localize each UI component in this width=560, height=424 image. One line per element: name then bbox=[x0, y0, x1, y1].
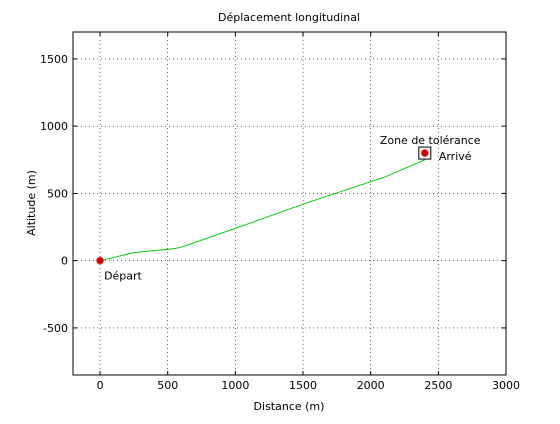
x-tick-label: 3000 bbox=[492, 379, 520, 392]
x-tick-label: 2500 bbox=[424, 379, 452, 392]
series-layer bbox=[99, 159, 425, 262]
series-line bbox=[99, 159, 425, 262]
x-tick-label: 2000 bbox=[357, 379, 385, 392]
x-axis-label: Distance (m) bbox=[254, 400, 325, 413]
x-tick-label: 1000 bbox=[221, 379, 249, 392]
end-label: Arrivé bbox=[439, 150, 472, 163]
plot-frame bbox=[72, 31, 507, 376]
y-tick-label: -500 bbox=[43, 322, 68, 335]
end-marker bbox=[420, 149, 429, 157]
y-tick-label: 1000 bbox=[40, 120, 68, 133]
gridlines bbox=[73, 32, 507, 375]
start-marker bbox=[96, 256, 104, 265]
x-tick-label: 0 bbox=[97, 379, 104, 392]
x-tick-label: 1500 bbox=[289, 379, 317, 392]
x-tick-label: 500 bbox=[157, 379, 178, 392]
y-axis-label: Altitude (m) bbox=[25, 170, 38, 236]
annotation-layer: Zone de tolérance bbox=[380, 134, 481, 160]
tolerance-zone-label: Zone de tolérance bbox=[380, 134, 481, 147]
y-tick-label: 500 bbox=[47, 187, 68, 200]
chart-title: Déplacement longitudinal bbox=[218, 11, 360, 24]
y-tick-label: 1500 bbox=[40, 53, 68, 66]
x-axis: 0 500 1000 1500 2000 2500 3000 bbox=[97, 32, 520, 392]
y-axis: -500 0 500 1000 1500 bbox=[40, 53, 506, 335]
start-label: Départ bbox=[104, 270, 142, 283]
tolerance-zone-box bbox=[418, 146, 432, 160]
y-tick-label: 0 bbox=[61, 255, 68, 268]
marker-layer: Départ Arrivé bbox=[96, 149, 472, 283]
